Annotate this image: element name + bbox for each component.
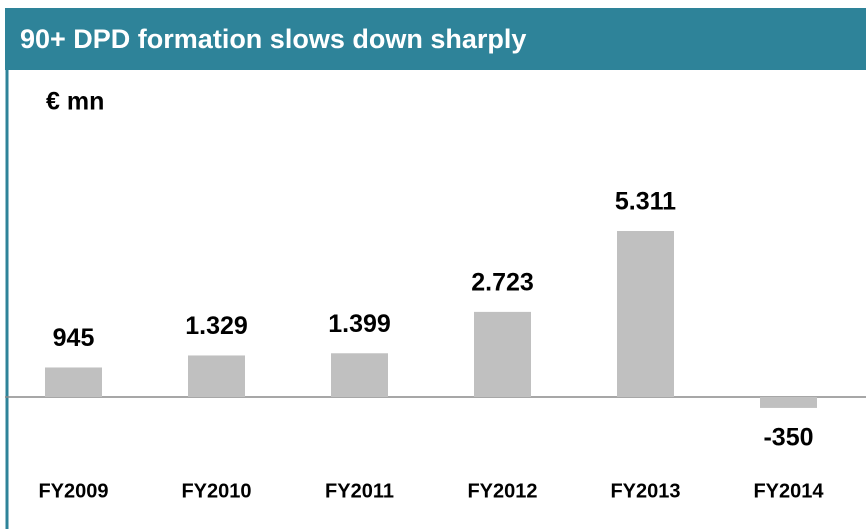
- x-tick-label: FY2013: [610, 480, 680, 502]
- value-label: 1.329: [185, 312, 248, 340]
- bar: [474, 311, 531, 397]
- x-tick-label: FY2009: [38, 480, 108, 502]
- value-label: 945: [53, 324, 95, 352]
- bar: [760, 397, 817, 408]
- x-tick-label: FY2012: [467, 480, 537, 502]
- bar: [188, 355, 245, 397]
- bar: [617, 231, 674, 397]
- header-bar: [5, 8, 866, 70]
- x-tick-label: FY2010: [181, 480, 251, 502]
- value-label: -350: [763, 424, 813, 452]
- x-tick-label: FY2011: [325, 480, 394, 502]
- chart-title: 90+ DPD formation slows down sharply: [20, 24, 526, 54]
- value-label: 1.399: [328, 310, 391, 338]
- value-label: 2.723: [471, 268, 534, 296]
- bar: [45, 367, 102, 397]
- x-tick-label: FY2014: [753, 480, 824, 502]
- unit-label: € mn: [46, 88, 104, 116]
- bar: [331, 353, 388, 397]
- value-label: 5.311: [615, 188, 676, 216]
